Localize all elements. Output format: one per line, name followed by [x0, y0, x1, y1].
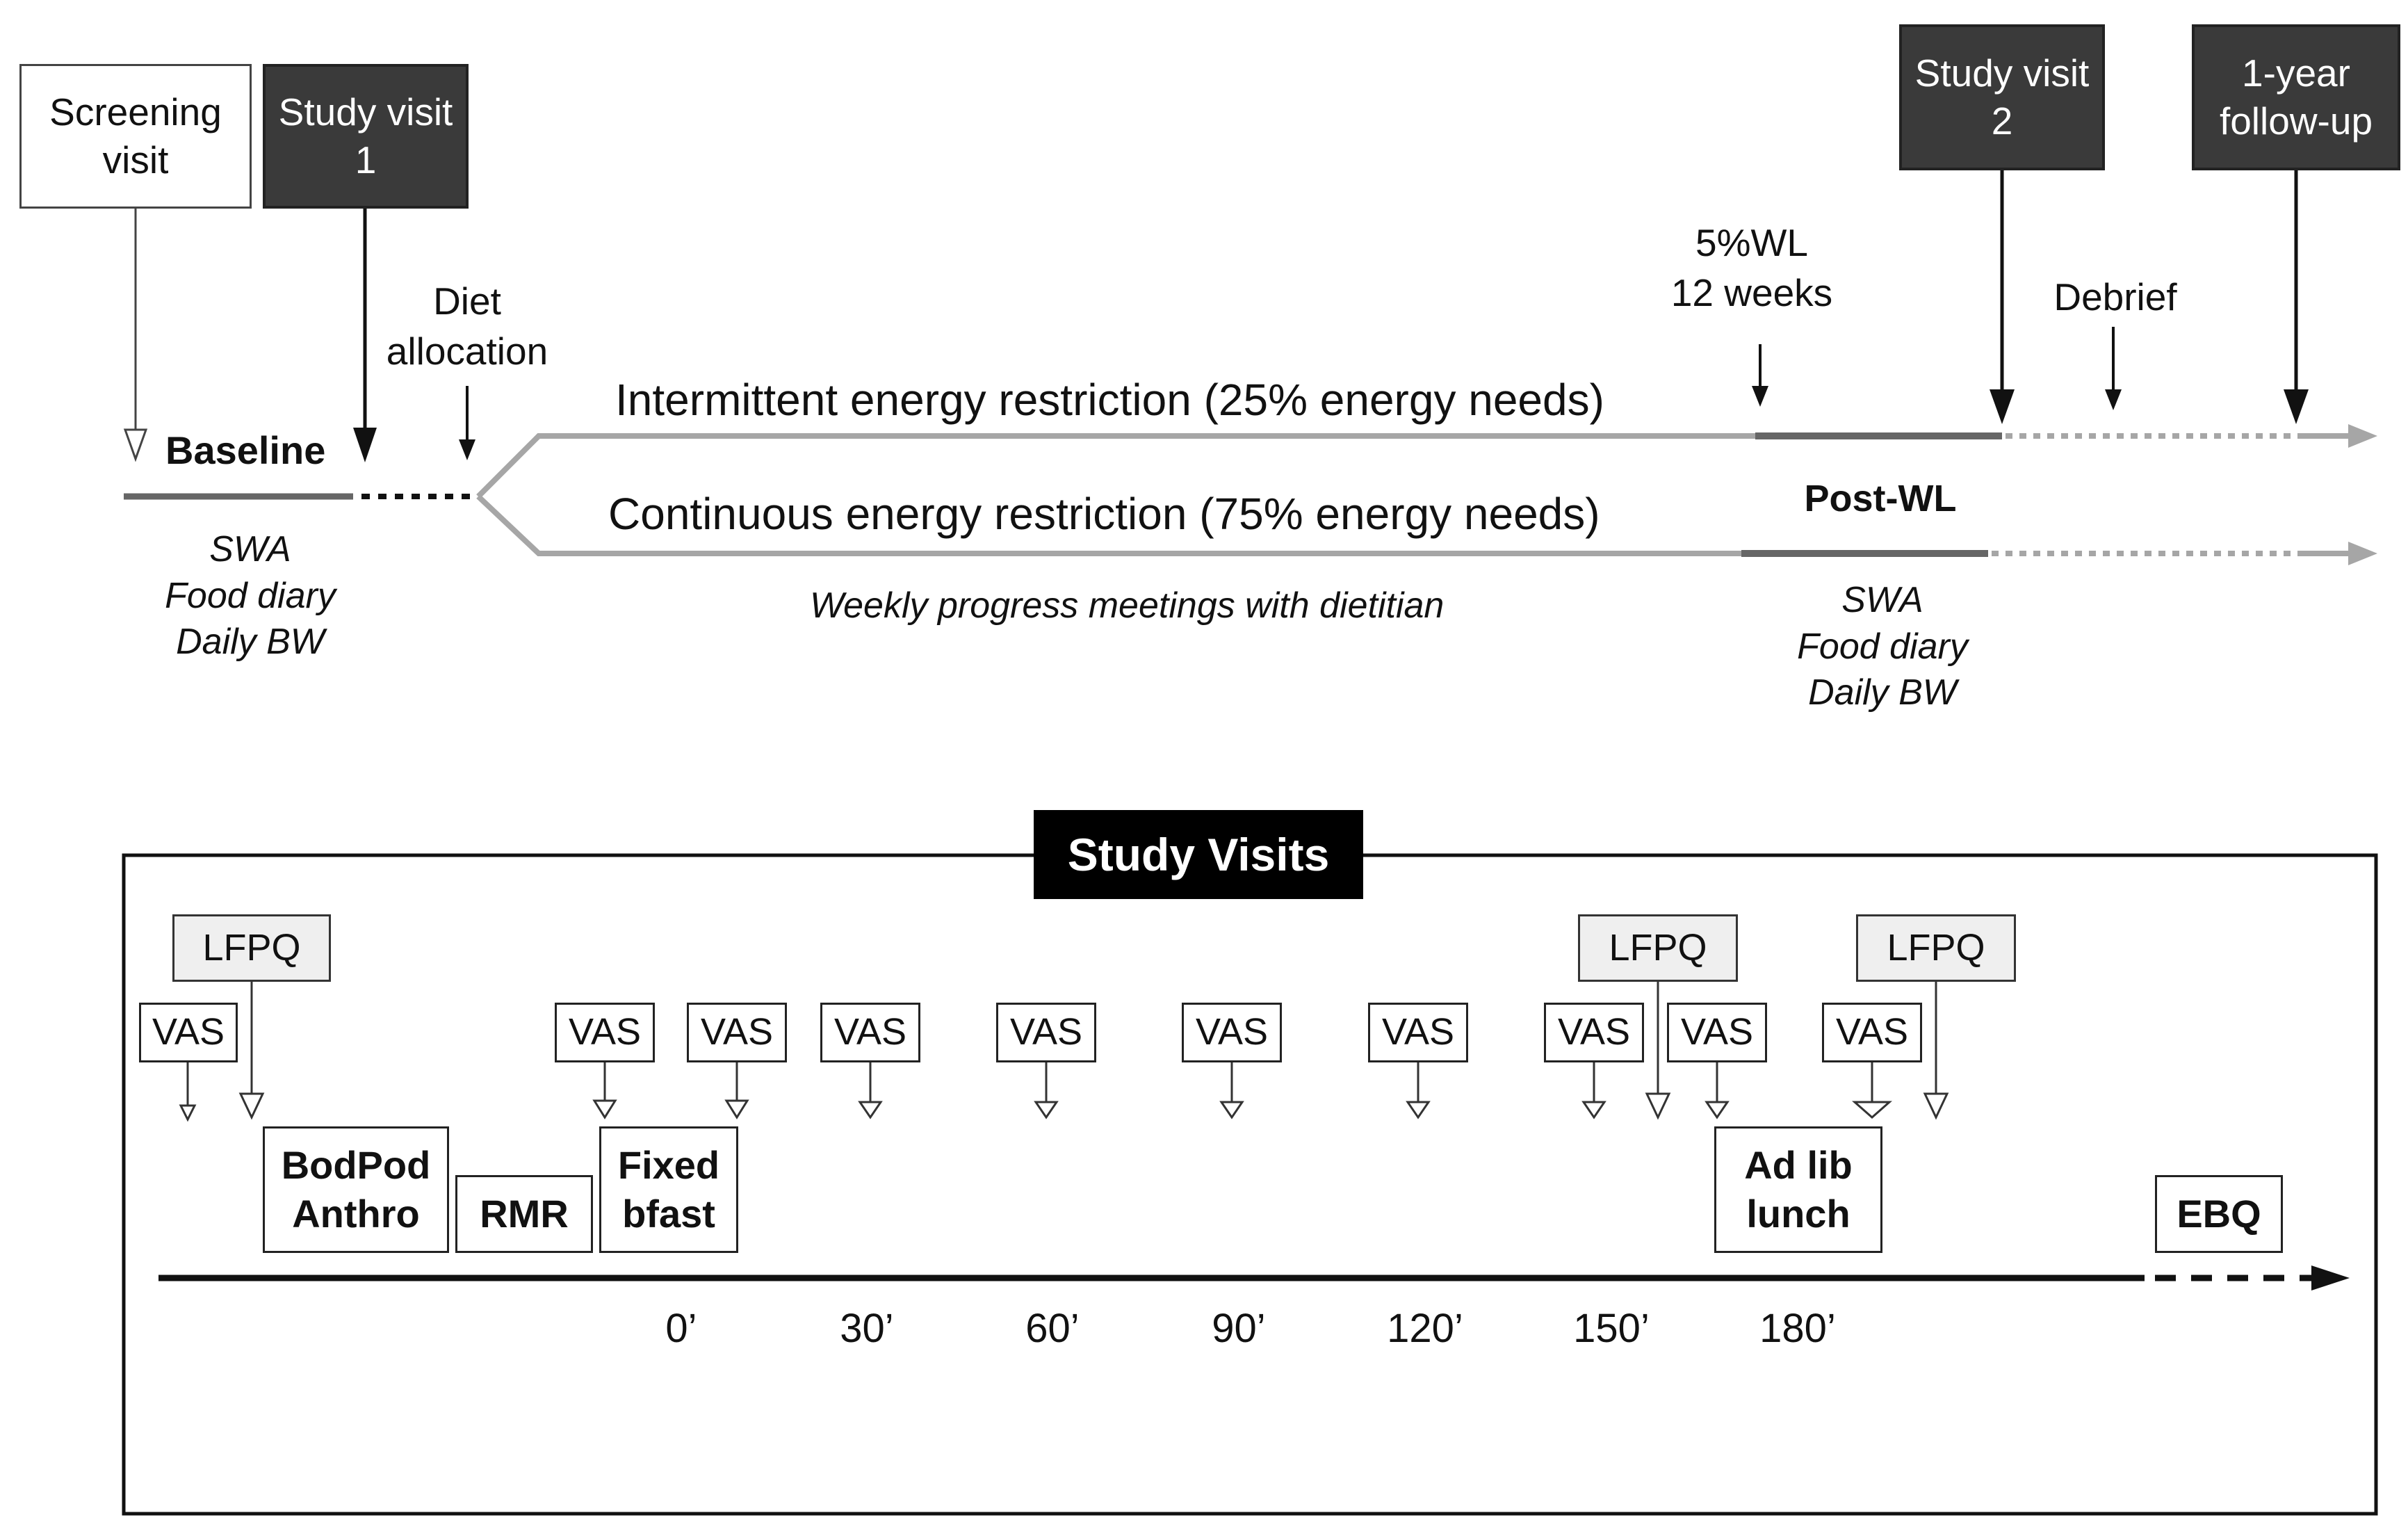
diet-allocation-arrowhead: [459, 439, 475, 460]
post-daily-bw: Daily BW: [1808, 672, 1957, 713]
visit2-arrowhead: [1990, 389, 2015, 424]
vas-box: VAS: [555, 1003, 655, 1062]
vas-text: VAS: [1381, 1011, 1455, 1053]
vas-text: VAS: [1557, 1011, 1631, 1053]
one-year-followup-box: 1-year follow-up: [2192, 24, 2400, 170]
study-visit-1-box: Study visit 1: [263, 64, 469, 209]
followup-line1: 1-year: [2242, 51, 2350, 95]
screening-visit-box: Screening visit: [19, 64, 252, 209]
time-tick: 120’: [1387, 1306, 1463, 1351]
lfpq-text: LFPQ: [1609, 926, 1707, 969]
debrief-arrowhead: [2105, 389, 2122, 410]
vas-text: VAS: [1835, 1011, 1909, 1053]
vas-box: VAS: [139, 1003, 238, 1062]
lfpq-text: LFPQ: [202, 926, 301, 969]
vas-box: VAS: [1182, 1003, 1282, 1062]
vas-text: VAS: [152, 1011, 225, 1053]
adlib-lunch-box: Ad lib lunch: [1714, 1126, 1882, 1253]
anthro-text: Anthro: [292, 1192, 420, 1236]
diet-line2: allocation: [386, 329, 548, 373]
lfpq-text: LFPQ: [1887, 926, 1985, 969]
lfpq-arrows: [238, 982, 1949, 1120]
wl-label: 5%WL 12 weeks: [1671, 218, 1832, 318]
adlib-text: Ad lib: [1744, 1143, 1853, 1187]
visit2-line1: Study visit: [1914, 51, 2090, 95]
visit2-line2: 2: [1991, 99, 2013, 143]
visit1-line2: 1: [355, 138, 377, 181]
baseline-daily-bw: Daily BW: [176, 622, 325, 663]
vas-arrows: [179, 1062, 1892, 1122]
screening-line2: visit: [102, 138, 169, 181]
time-axis-arrowhead: [2311, 1265, 2350, 1291]
ier-label: Intermittent energy restriction (25% ene…: [615, 375, 1604, 425]
bodpod-text: BodPod: [281, 1143, 431, 1187]
ier-branch: [476, 433, 1755, 499]
lfpq-box-150: LFPQ: [1578, 914, 1738, 982]
vas-text: VAS: [568, 1011, 642, 1053]
wl-line2: 12 weeks: [1670, 270, 1833, 314]
rmr-text: RMR: [480, 1192, 569, 1236]
fixed-text: Fixed: [617, 1143, 720, 1187]
wl-arrowhead: [1752, 386, 1768, 407]
cer-arrowhead: [2348, 542, 2377, 565]
time-tick: 0’: [665, 1306, 697, 1351]
vas-box: VAS: [996, 1003, 1096, 1062]
post-wl-label: Post-WL: [1804, 478, 1957, 519]
vas-text: VAS: [1680, 1011, 1754, 1053]
ebq-box: EBQ: [2155, 1175, 2283, 1253]
diet-line1: Diet: [433, 280, 501, 323]
cer-label: Continuous energy restriction (75% energ…: [608, 489, 1600, 539]
fixed-bfast-box: Fixed bfast: [599, 1126, 738, 1253]
debrief-label: Debrief: [2053, 275, 2177, 318]
baseline-food-diary: Food diary: [165, 575, 336, 616]
baseline-measures: SWA Food diary Daily BW: [165, 526, 336, 665]
post-swa: SWA: [1841, 580, 1923, 620]
diet-allocation-label: Diet allocation: [387, 277, 548, 376]
visit1-arrowhead: [353, 428, 377, 462]
baseline-swa: SWA: [209, 529, 291, 569]
followup-line2: follow-up: [2219, 99, 2373, 143]
vas-box: VAS: [1667, 1003, 1767, 1062]
bfast-text: bfast: [622, 1192, 715, 1236]
followup-arrowhead: [2284, 389, 2309, 424]
ier-arrowhead: [2348, 424, 2377, 448]
study-visit-2-box: Study visit 2: [1899, 24, 2105, 170]
vas-text: VAS: [833, 1011, 907, 1053]
rmr-box: RMR: [455, 1175, 593, 1253]
weekly-meetings-label: Weekly progress meetings with dietitian: [810, 585, 1445, 626]
time-tick: 150’: [1573, 1306, 1650, 1351]
post-wl-measures: SWA Food diary Daily BW: [1797, 577, 1968, 716]
time-tick: 60’: [1025, 1306, 1080, 1351]
lfpq-box-start: LFPQ: [172, 914, 331, 982]
cer-branch: [476, 494, 1741, 556]
time-tick: 180’: [1759, 1306, 1836, 1351]
ebq-text: EBQ: [2177, 1192, 2261, 1236]
vas-box: VAS: [820, 1003, 920, 1062]
vas-box: VAS: [687, 1003, 787, 1062]
screening-line1: Screening: [49, 90, 222, 134]
lfpq-box-end: LFPQ: [1856, 914, 2016, 982]
vas-text: VAS: [700, 1011, 774, 1053]
vas-box: VAS: [1544, 1003, 1644, 1062]
baseline-label: Baseline: [165, 428, 326, 472]
study-visits-title: Study Visits: [1034, 810, 1363, 899]
study-visits-title-text: Study Visits: [1067, 828, 1330, 880]
visit1-line1: Study visit: [278, 90, 453, 134]
wl-line1: 5%WL: [1695, 221, 1808, 264]
bodpod-anthro-box: BodPod Anthro: [263, 1126, 449, 1253]
vas-box: VAS: [1368, 1003, 1468, 1062]
time-tick: 30’: [840, 1306, 894, 1351]
vas-text: VAS: [1195, 1011, 1269, 1053]
time-tick: 90’: [1212, 1306, 1266, 1351]
post-food-diary: Food diary: [1797, 626, 1968, 667]
vas-box: VAS: [1822, 1003, 1922, 1062]
screening-arrowhead: [123, 428, 148, 462]
lunch-text: lunch: [1746, 1192, 1850, 1236]
vas-text: VAS: [1009, 1011, 1083, 1053]
